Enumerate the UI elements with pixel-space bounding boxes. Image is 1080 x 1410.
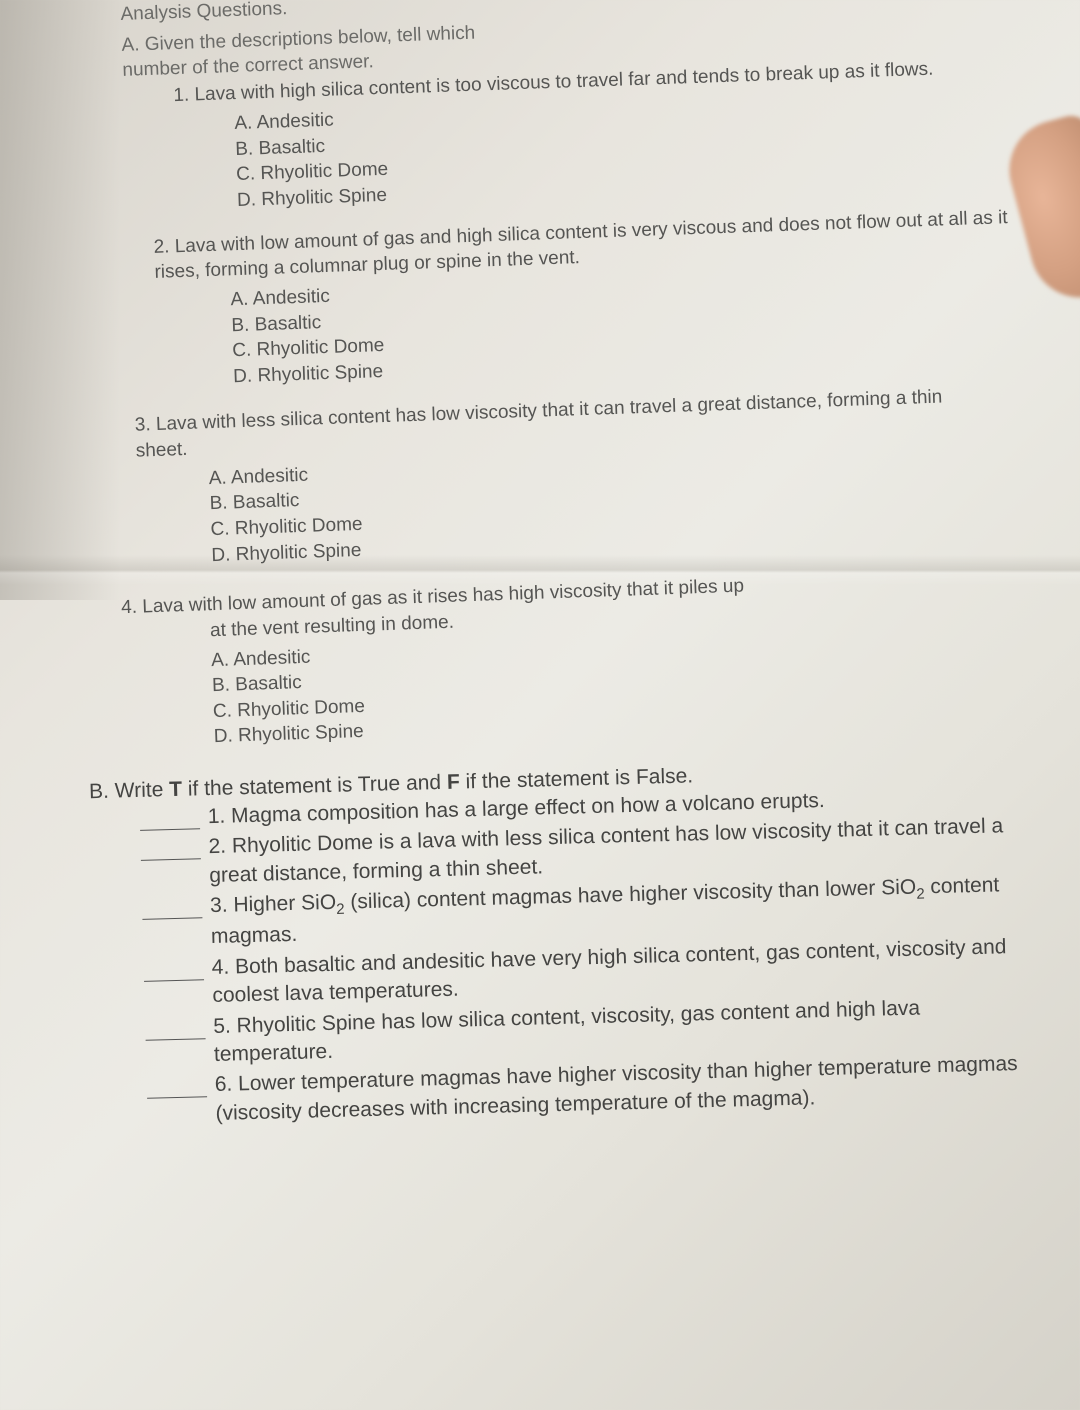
sb-title-post: if the statement is False. <box>459 764 693 793</box>
question-2: 2. Lava with low amount of gas and high … <box>153 204 1033 392</box>
section-a-intro-line2: number of the correct answer. <box>122 51 374 81</box>
tf-blank-4[interactable] <box>143 958 204 982</box>
question-1: 1. Lava with high silica content is too … <box>173 54 1027 216</box>
question-4: 4. Lava with low amount of gas as it ris… <box>121 563 1046 753</box>
tf3-a: 3. Higher SiO <box>210 891 337 917</box>
tf-blank-6[interactable] <box>147 1076 208 1100</box>
sb-title-mid: if the statement is True and <box>182 771 447 801</box>
tf-blank-3[interactable] <box>142 896 203 920</box>
tf-blank-5[interactable] <box>145 1017 206 1041</box>
tf-blank-2[interactable] <box>140 838 201 862</box>
tf-blank-1[interactable] <box>140 807 201 831</box>
section-a-intro-line1: A. Given the descriptions below, tell wh… <box>121 23 475 56</box>
sb-title-pre: B. Write <box>89 778 170 803</box>
question-1-options: A. Andesitic B. Basaltic C. Rhyolitic Do… <box>234 83 1027 213</box>
worksheet-page: Analysis Questions. A. Given the descrip… <box>90 0 1059 1134</box>
sb-title-f: F <box>447 771 460 794</box>
question-3: 3. Lava with less silica content has low… <box>134 382 1039 571</box>
section-b: B. Write T if the statement is True and … <box>119 755 1058 1130</box>
sb-title-t: T <box>169 778 182 801</box>
